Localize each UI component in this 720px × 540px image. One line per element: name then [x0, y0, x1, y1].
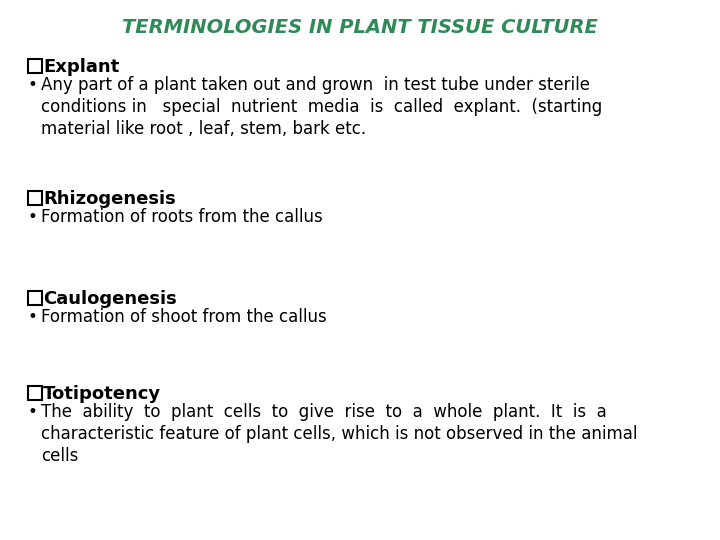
Text: The  ability  to  plant  cells  to  give  rise  to  a  whole  plant.  It  is  a: The ability to plant cells to give rise … — [41, 403, 607, 421]
Text: •: • — [28, 208, 38, 226]
Text: Totipotency: Totipotency — [43, 385, 161, 403]
Text: characteristic feature of plant cells, which is not observed in the animal: characteristic feature of plant cells, w… — [41, 425, 637, 443]
Bar — [28, 386, 42, 400]
Text: •: • — [28, 76, 38, 94]
Bar — [28, 59, 42, 73]
Text: material like root , leaf, stem, bark etc.: material like root , leaf, stem, bark et… — [41, 120, 366, 138]
Text: TERMINOLOGIES IN PLANT TISSUE CULTURE: TERMINOLOGIES IN PLANT TISSUE CULTURE — [122, 18, 598, 37]
Text: cells: cells — [41, 447, 78, 465]
Text: •: • — [28, 403, 38, 421]
Text: Formation of shoot from the callus: Formation of shoot from the callus — [41, 308, 327, 326]
Bar — [28, 291, 42, 305]
Text: •: • — [28, 308, 38, 326]
Text: Explant: Explant — [43, 58, 120, 76]
Text: Caulogenesis: Caulogenesis — [43, 290, 176, 308]
Text: Formation of roots from the callus: Formation of roots from the callus — [41, 208, 323, 226]
Text: Any part of a plant taken out and grown  in test tube under sterile: Any part of a plant taken out and grown … — [41, 76, 590, 94]
Bar — [28, 191, 42, 205]
Text: Rhizogenesis: Rhizogenesis — [43, 190, 176, 208]
Text: conditions in   special  nutrient  media  is  called  explant.  (starting: conditions in special nutrient media is … — [41, 98, 602, 116]
